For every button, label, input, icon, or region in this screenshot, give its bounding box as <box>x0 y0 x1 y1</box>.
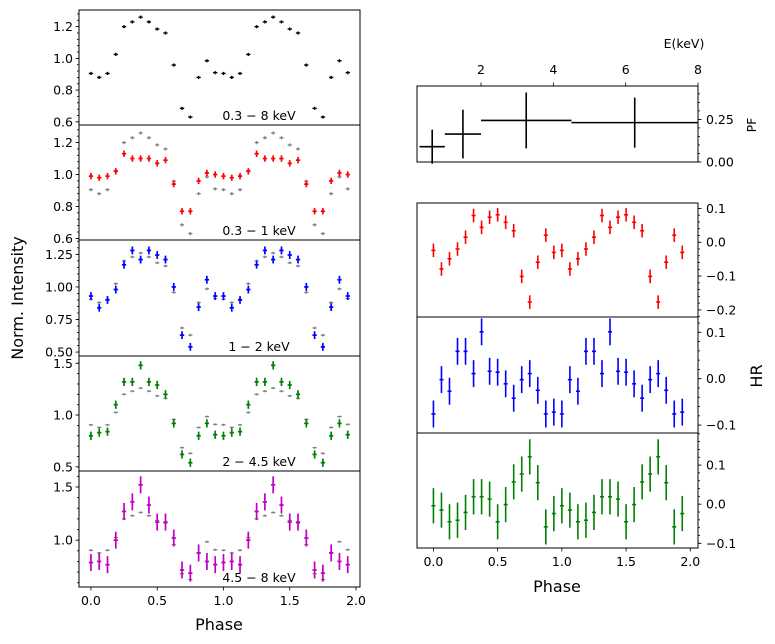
y-tick-label: 1.0 <box>53 408 73 423</box>
y-tick-label: 1.25 <box>45 247 73 262</box>
hr-panel-1: −0.1 0.0 0.1 <box>416 316 736 434</box>
y-tick-label: 1.5 <box>53 479 73 494</box>
x-tick-label: 0.0 <box>423 554 443 569</box>
y-tick-label: 0.0 <box>706 497 726 512</box>
y-tick-label: 0.6 <box>53 114 73 129</box>
energy-band-label: 1 − 2 keV <box>228 339 290 354</box>
x-tick-label: 2.0 <box>680 554 700 569</box>
x-tick-label: 0.5 <box>488 554 508 569</box>
panel-frame <box>416 432 699 549</box>
x-tick-label: 1.0 <box>214 593 234 608</box>
profile-panel-3: 0.5 1.0 1.5 2 − 4.5 keV <box>53 355 361 474</box>
hr-panel-2: −0.1 0.0 0.1 0.0 0.5 1.0 1.5 2.0 <box>416 432 736 569</box>
y-tick-label: −0.1 <box>706 418 736 433</box>
y-tick-label: −0.1 <box>706 536 736 551</box>
profile-panel-4: 1.0 1.5 4.5 − 8 keV 0.0 0.5 1.0 1.5 2.0 <box>53 470 366 608</box>
y-tick-label: 0.00 <box>706 155 734 170</box>
pf-x-axis-label: E(keV) <box>664 36 705 51</box>
y-tick-label: 1.0 <box>53 51 73 66</box>
y-tick-label: 0.8 <box>53 83 73 98</box>
panel-frame <box>78 239 361 357</box>
x-tick-label: 2 <box>477 62 485 77</box>
x-tick-label: 4 <box>549 62 557 77</box>
y-tick-label: 1.0 <box>53 533 73 548</box>
y-tick-label: 1.0 <box>53 167 73 182</box>
y-tick-label: 0.6 <box>53 231 73 246</box>
energy-band-label: 2 − 4.5 keV <box>222 454 296 469</box>
panel-frame <box>78 124 361 241</box>
y-tick-label: 0.1 <box>706 325 726 340</box>
panel-frame <box>416 316 699 434</box>
x-tick-label: 2.0 <box>346 593 366 608</box>
y-tick-label: 0.0 <box>706 235 726 250</box>
energy-band-label: 4.5 − 8 keV <box>222 570 296 585</box>
profile-panel-2: 0.50 0.75 1.00 1.25 1 − 2 keV <box>45 239 361 360</box>
energy-band-label: 0.3 − 8 keV <box>222 108 296 123</box>
pf-y-axis-label: PF <box>744 118 759 133</box>
y-tick-label: 0.50 <box>45 345 73 360</box>
x-tick-label: 0.0 <box>81 593 101 608</box>
panel-frame <box>78 355 361 472</box>
x-tick-label: 6 <box>622 62 630 77</box>
y-tick-label: 1.5 <box>53 356 73 371</box>
y-tick-label: 1.2 <box>53 135 73 150</box>
left-x-axis-label: Phase <box>195 615 243 634</box>
y-tick-label: −0.2 <box>706 302 736 317</box>
energy-band-label: 0.3 − 1 keV <box>222 223 296 238</box>
x-tick-label: 0.5 <box>147 593 167 608</box>
y-tick-label: 0.8 <box>53 199 73 214</box>
profile-panel-1: 0.6 0.8 1.0 1.2 0.3 − 1 keV <box>53 124 361 246</box>
panel-frame <box>78 470 361 588</box>
pulsed-fraction-panel: 0.00 0.25 2 4 6 8 <box>416 62 734 170</box>
right-x-axis-label: Phase <box>533 577 581 596</box>
left-y-axis-label: Norm. Intensity <box>8 236 27 359</box>
y-tick-label: 0.1 <box>706 201 726 216</box>
y-tick-label: −0.1 <box>706 269 736 284</box>
x-tick-label: 1.5 <box>616 554 636 569</box>
hr-y-axis-label: HR <box>747 364 766 387</box>
y-tick-label: 0.0 <box>706 371 726 386</box>
profile-panel-0: 0.6 0.8 1.0 1.2 0.3 − 8 keV <box>53 9 361 129</box>
panel-frame <box>78 9 361 126</box>
hr-panel-0: −0.2 −0.1 0.0 0.1 <box>416 201 736 318</box>
y-tick-label: 0.5 <box>53 459 73 474</box>
y-tick-label: 0.25 <box>706 112 734 127</box>
x-tick-label: 1.5 <box>280 593 300 608</box>
y-tick-label: 0.1 <box>706 458 726 473</box>
y-tick-label: 1.00 <box>45 279 73 294</box>
y-tick-label: 1.2 <box>53 19 73 34</box>
x-tick-label: 1.0 <box>552 554 572 569</box>
y-tick-label: 0.75 <box>45 312 73 327</box>
panel-frame <box>416 202 699 318</box>
panel-frame <box>416 85 699 163</box>
x-tick-label: 8 <box>694 62 702 77</box>
